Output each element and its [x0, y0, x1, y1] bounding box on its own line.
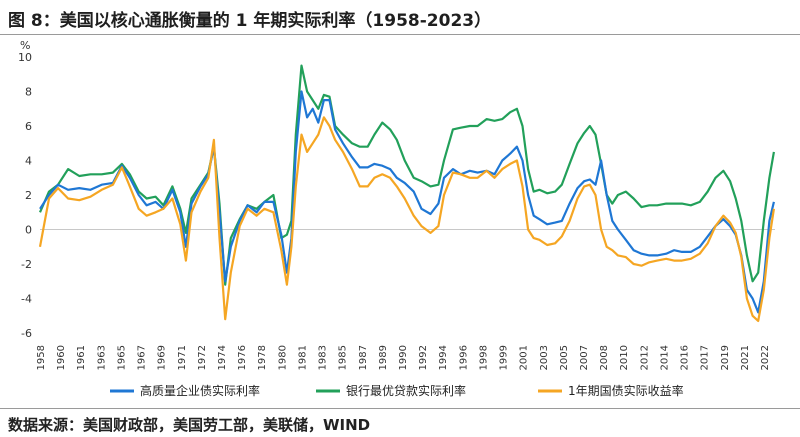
y-tick-label: -2: [21, 258, 32, 271]
y-tick-label: 6: [25, 120, 32, 133]
x-tick-label: 1965: [116, 345, 127, 370]
source-note: 数据来源：美国财政部，美国劳工部，美联储，WIND: [8, 416, 371, 434]
x-tick-label: 1978: [257, 345, 268, 370]
x-tick-label: 1994: [438, 345, 449, 370]
series-lines: [38, 64, 775, 322]
x-tick-label: 2005: [559, 345, 570, 370]
y-tick-label: 4: [25, 155, 32, 168]
y-tick-label: 0: [25, 224, 32, 237]
x-tick-label: 1992: [418, 345, 429, 370]
x-tick-label: 2012: [639, 345, 650, 370]
series-line-0: [39, 90, 775, 314]
x-tick-label: 1980: [277, 345, 288, 370]
x-tick-label: 2010: [619, 345, 630, 370]
x-tick-label: 1987: [358, 345, 369, 370]
chart-title: 图 8：美国以核心通胀衡量的 1 年期实际利率（1958-2023）: [8, 11, 492, 31]
legend-label: 1年期国债实际收益率: [568, 383, 684, 398]
x-tick-label: 2021: [740, 345, 751, 370]
x-tick-label: 1996: [458, 345, 469, 370]
x-tick-label: 1958: [36, 345, 47, 370]
x-tick-label: 1989: [378, 345, 389, 370]
series-line-1: [38, 64, 775, 286]
x-tick-label: 1981: [297, 345, 308, 370]
y-tick-label: -6: [21, 327, 32, 340]
x-tick-label: 2008: [599, 345, 610, 370]
x-tick-label: 2017: [700, 345, 711, 370]
y-axis: 10 8 6 4 2 0 -2 -4 -6: [18, 51, 32, 340]
divider: [0, 408, 800, 409]
x-tick-label: 1967: [137, 345, 148, 370]
series-line-2: [38, 116, 775, 322]
y-tick-label: 10: [18, 51, 32, 64]
x-tick-label: 2022: [760, 345, 771, 370]
legend: 高质量企业债实际利率 银行最优贷款实际利率 1年期国债实际收益率: [110, 383, 684, 398]
x-tick-label: 1974: [217, 345, 228, 370]
x-tick-label: 2016: [680, 345, 691, 370]
x-tick-label: 1960: [56, 345, 67, 370]
x-tick-label: 1998: [478, 345, 489, 370]
legend-label: 高质量企业债实际利率: [140, 383, 260, 398]
x-tick-label: 1999: [499, 345, 510, 370]
x-tick-label: 1961: [76, 345, 87, 370]
x-tick-label: 1969: [157, 345, 168, 370]
y-tick-label: 2: [25, 189, 32, 202]
x-tick-label: 1985: [338, 345, 349, 370]
y-tick-label: -4: [21, 293, 32, 306]
x-tick-label: 1963: [96, 345, 107, 370]
x-tick-label: 1972: [197, 345, 208, 370]
y-axis-label: %: [20, 39, 30, 52]
x-tick-label: 2001: [519, 345, 530, 370]
x-tick-label: 1990: [398, 345, 409, 370]
x-tick-label: 1983: [318, 345, 329, 370]
x-tick-label: 2014: [659, 345, 670, 370]
x-tick-label: 1971: [177, 345, 188, 370]
y-tick-label: 8: [25, 86, 32, 99]
title-bar: 图 8：美国以核心通胀衡量的 1 年期实际利率（1958-2023）: [0, 0, 800, 35]
x-axis: 1958 1960 1961 1963 1965 1967 1969 1971 1972 1974…: [36, 345, 771, 370]
x-tick-label: 1976: [237, 345, 248, 370]
x-tick-label: 2003: [539, 345, 550, 370]
legend-label: 银行最优贷款实际利率: [346, 383, 466, 398]
x-tick-label: 2019: [720, 345, 731, 370]
x-tick-label: 2007: [579, 345, 590, 370]
